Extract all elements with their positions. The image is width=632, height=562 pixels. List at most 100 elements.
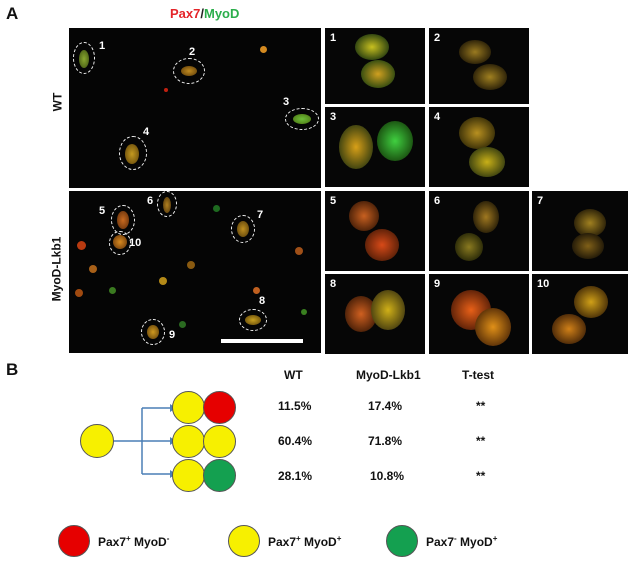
- tile-number: 9: [434, 278, 441, 290]
- cell-number: 9: [169, 329, 176, 341]
- daughter-cell-circle: [172, 425, 205, 458]
- cell-ring: [141, 319, 165, 345]
- cell: [159, 277, 167, 285]
- cell: [295, 247, 303, 255]
- cell-number: 8: [259, 295, 266, 307]
- cell: [164, 88, 168, 92]
- cell-ring: [73, 42, 95, 74]
- tile-3: 3: [325, 107, 425, 187]
- cell: [253, 287, 260, 294]
- panel-a-letter: A: [6, 4, 19, 23]
- tile-4: 4: [429, 107, 529, 187]
- cell-number: 10: [129, 237, 142, 249]
- cell: [187, 261, 195, 269]
- header-mutant: MyoD-Lkb1: [356, 368, 421, 382]
- cell: [109, 287, 116, 294]
- cell-ring: [231, 215, 255, 243]
- scale-bar: [221, 339, 303, 343]
- cell: [301, 309, 307, 315]
- daughter-cell-circle: [172, 391, 205, 424]
- daughter-cell-circle: [203, 425, 236, 458]
- row2-ttest: **: [476, 434, 486, 448]
- cell: [473, 201, 499, 233]
- tile-2: 2: [429, 28, 529, 104]
- cell-ring: [109, 231, 131, 255]
- branch-arrows: [114, 404, 176, 478]
- cell: [179, 321, 186, 328]
- cell: [459, 117, 495, 149]
- cell-ring: [157, 191, 177, 217]
- cell: [459, 40, 491, 64]
- tile-number: 5: [330, 195, 337, 207]
- mutant-overview-image: 5 6 7 10 8 9: [69, 191, 321, 353]
- row1-wt: 11.5%: [278, 399, 312, 413]
- row-label-wt: WT: [50, 92, 65, 112]
- cell: [339, 125, 373, 169]
- cell-number: 3: [283, 96, 290, 108]
- tile-6: 6: [429, 191, 529, 271]
- cell: [365, 229, 399, 261]
- cell: [213, 205, 220, 212]
- cell-number: 6: [147, 195, 154, 207]
- tile-9: 9: [429, 274, 529, 354]
- tile-number: 4: [434, 111, 441, 123]
- cell: [475, 308, 511, 346]
- tile-number: 2: [434, 32, 441, 44]
- legend-green-label: Pax7- MyoD+: [426, 534, 498, 549]
- tile-number: 7: [537, 195, 544, 207]
- daughter-cell-circle: [203, 459, 236, 492]
- stain-separator: /: [200, 6, 204, 21]
- cell-number: 1: [99, 40, 106, 52]
- cell-number: 7: [257, 209, 264, 221]
- daughter-cell-circle: [172, 459, 205, 492]
- parent-cell-circle: [80, 424, 114, 458]
- cell: [469, 147, 505, 177]
- cell: [552, 314, 586, 344]
- cell: [75, 289, 83, 297]
- cell: [355, 34, 389, 60]
- row3-ttest: **: [476, 469, 486, 483]
- tile-7: 7: [532, 191, 628, 271]
- legend-green-swatch: [386, 525, 418, 557]
- tile-number: 1: [330, 32, 337, 44]
- cell-ring: [173, 58, 205, 84]
- row3-wt: 28.1%: [278, 469, 313, 483]
- cell: [574, 286, 608, 318]
- cell: [473, 64, 507, 90]
- cell-number: 4: [143, 126, 150, 138]
- legend-red-label: Pax7+ MyoD-: [98, 534, 170, 549]
- tile-number: 6: [434, 195, 441, 207]
- cell-ring: [239, 309, 267, 331]
- tile-1: 1: [325, 28, 425, 104]
- cell: [371, 290, 405, 330]
- panel-b-letter: B: [6, 360, 19, 379]
- row2-wt: 60.4%: [278, 434, 313, 448]
- row1-ttest: **: [476, 399, 486, 413]
- tile-number: 3: [330, 111, 337, 123]
- header-wt: WT: [284, 368, 303, 382]
- legend-yellow-swatch: [228, 525, 260, 557]
- legend-yellow-label: Pax7+ MyoD+: [268, 534, 342, 549]
- tile-5: 5: [325, 191, 425, 271]
- tile-number: 8: [330, 278, 337, 290]
- stain-header: Pax7/MyoD: [170, 6, 239, 21]
- cell: [361, 60, 395, 88]
- row3-mutant: 10.8%: [370, 469, 405, 483]
- cell: [77, 241, 86, 250]
- wt-overview-image: 1 2 3 4: [69, 28, 321, 188]
- cell-number: 2: [189, 46, 196, 58]
- cell-ring: [285, 108, 319, 130]
- daughter-cell-circle: [203, 391, 236, 424]
- tile-8: 8: [325, 274, 425, 354]
- cell-number: 5: [99, 205, 106, 217]
- cell: [572, 233, 604, 259]
- row2-mutant: 71.8%: [368, 434, 403, 448]
- pax7-label: Pax7: [170, 6, 201, 21]
- tile-10: 10: [532, 274, 628, 354]
- cell: [455, 233, 483, 261]
- cell: [349, 201, 379, 231]
- cell: [574, 209, 606, 237]
- cell-ring: [119, 136, 147, 170]
- tile-number: 10: [537, 278, 550, 290]
- row-label-mutant: MyoD-Lkb1: [49, 236, 64, 302]
